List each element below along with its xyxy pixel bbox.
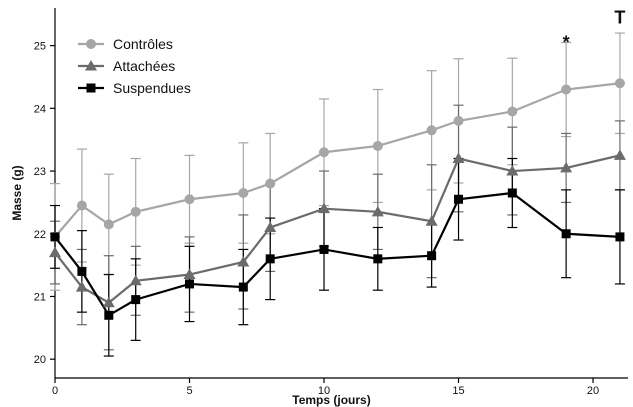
data-point-square — [50, 232, 60, 242]
x-tick-label: 10 — [318, 385, 330, 397]
data-point-triangle — [49, 246, 61, 258]
x-tick-label: 15 — [452, 385, 464, 397]
y-tick-label: 24 — [34, 103, 46, 115]
data-point-square — [131, 295, 141, 305]
series-lines — [54, 82, 621, 317]
data-point-circle — [372, 140, 383, 151]
legend-label: Suspendues — [113, 80, 191, 96]
data-point-circle — [614, 78, 625, 89]
data-point-circle — [507, 106, 518, 117]
data-point-circle — [426, 125, 437, 136]
data-point-triangle — [102, 296, 115, 308]
series-line — [54, 154, 621, 305]
data-point-triangle — [425, 215, 438, 226]
data-point-circle — [103, 219, 114, 230]
x-axis-label: Temps (jours) — [292, 393, 370, 407]
significance-annotation: T — [614, 7, 625, 27]
legend: Contrôles Attachées Suspendues — [78, 36, 191, 96]
axis-ticks: 20 21 22 23 24 25 0 5 10 15 20 — [34, 41, 599, 397]
data-point-triangle — [318, 202, 331, 214]
data-point-square — [77, 266, 87, 276]
data-point-triangle — [75, 281, 88, 292]
legend-label: Attachées — [113, 58, 175, 74]
data-point-square — [427, 251, 437, 261]
y-tick-label: 20 — [34, 354, 46, 366]
y-tick-label: 22 — [34, 229, 46, 241]
data-point-circle — [130, 206, 141, 217]
x-tick-label: 0 — [52, 385, 58, 397]
data-point-square — [454, 194, 464, 204]
data-point-triangle — [264, 221, 277, 232]
y-tick-label: 23 — [34, 166, 46, 178]
series-markers — [49, 78, 626, 320]
data-point-circle — [76, 200, 87, 211]
data-point-triangle — [85, 60, 97, 71]
data-point-triangle — [506, 165, 519, 176]
data-point-triangle — [613, 149, 626, 160]
data-point-square — [319, 244, 329, 254]
data-point-circle — [453, 115, 464, 126]
data-point-triangle — [129, 274, 142, 286]
annotations: *T — [563, 7, 626, 52]
data-point-triangle — [560, 161, 573, 173]
data-point-circle — [86, 39, 96, 49]
data-point-triangle — [371, 205, 384, 217]
data-point-square — [86, 83, 96, 93]
y-tick-label: 21 — [34, 291, 46, 303]
data-point-square — [238, 282, 248, 292]
y-tick-label: 25 — [34, 41, 46, 53]
data-point-triangle — [183, 268, 196, 280]
data-point-circle — [265, 178, 276, 189]
data-point-square — [185, 279, 195, 289]
data-point-triangle — [237, 255, 250, 267]
data-point-square — [507, 188, 517, 198]
data-point-circle — [319, 147, 330, 158]
data-point-circle — [238, 188, 249, 198]
data-point-circle — [184, 194, 195, 205]
x-tick-label: 5 — [186, 385, 192, 397]
y-axis-label: Masse (g) — [10, 165, 24, 220]
data-point-triangle — [452, 152, 465, 164]
data-point-square — [104, 310, 114, 320]
significance-annotation: * — [563, 32, 570, 52]
legend-label: Contrôles — [113, 36, 173, 52]
data-point-circle — [561, 84, 572, 95]
data-point-square — [373, 254, 383, 264]
x-tick-label: 20 — [587, 385, 599, 397]
data-point-square — [561, 229, 571, 239]
data-point-square — [615, 232, 625, 242]
data-point-square — [265, 254, 275, 264]
